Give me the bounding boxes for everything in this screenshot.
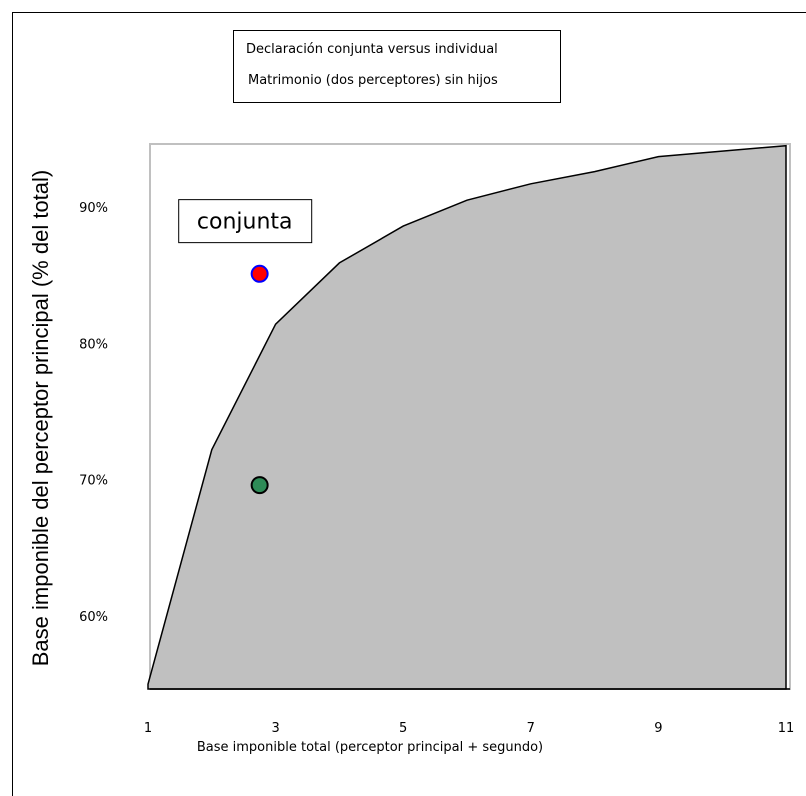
y-tick-label: 80% [79, 337, 108, 352]
area-series [147, 144, 787, 690]
chart-title-box: Declaración conjunta versus individual M… [233, 30, 561, 103]
x-tick-label: 1 [144, 721, 152, 736]
x-tick-label: 5 [399, 721, 407, 736]
x-tick-label: 9 [654, 721, 662, 736]
point-individual [250, 476, 269, 495]
x-axis-label: Base imponible total (perceptor principa… [196, 740, 544, 755]
y-tick-label: 60% [79, 610, 108, 625]
x-tick-label: 11 [778, 721, 795, 736]
chart-subtitle: Matrimonio (dos perceptores) sin hijos [248, 73, 498, 88]
point-conjunta [250, 264, 269, 283]
x-tick-label: 7 [527, 721, 535, 736]
x-tick-label: 3 [271, 721, 279, 736]
y-tick-label: 70% [79, 474, 108, 489]
y-axis-label: Base imponible del perceptor principal (… [28, 169, 53, 667]
annotation-box [178, 199, 313, 244]
chart-frame [12, 12, 806, 796]
annotation-label: conjunta [197, 210, 293, 235]
chart-title: Declaración conjunta versus individual [246, 42, 498, 57]
y-tick-label: 90% [79, 201, 108, 216]
